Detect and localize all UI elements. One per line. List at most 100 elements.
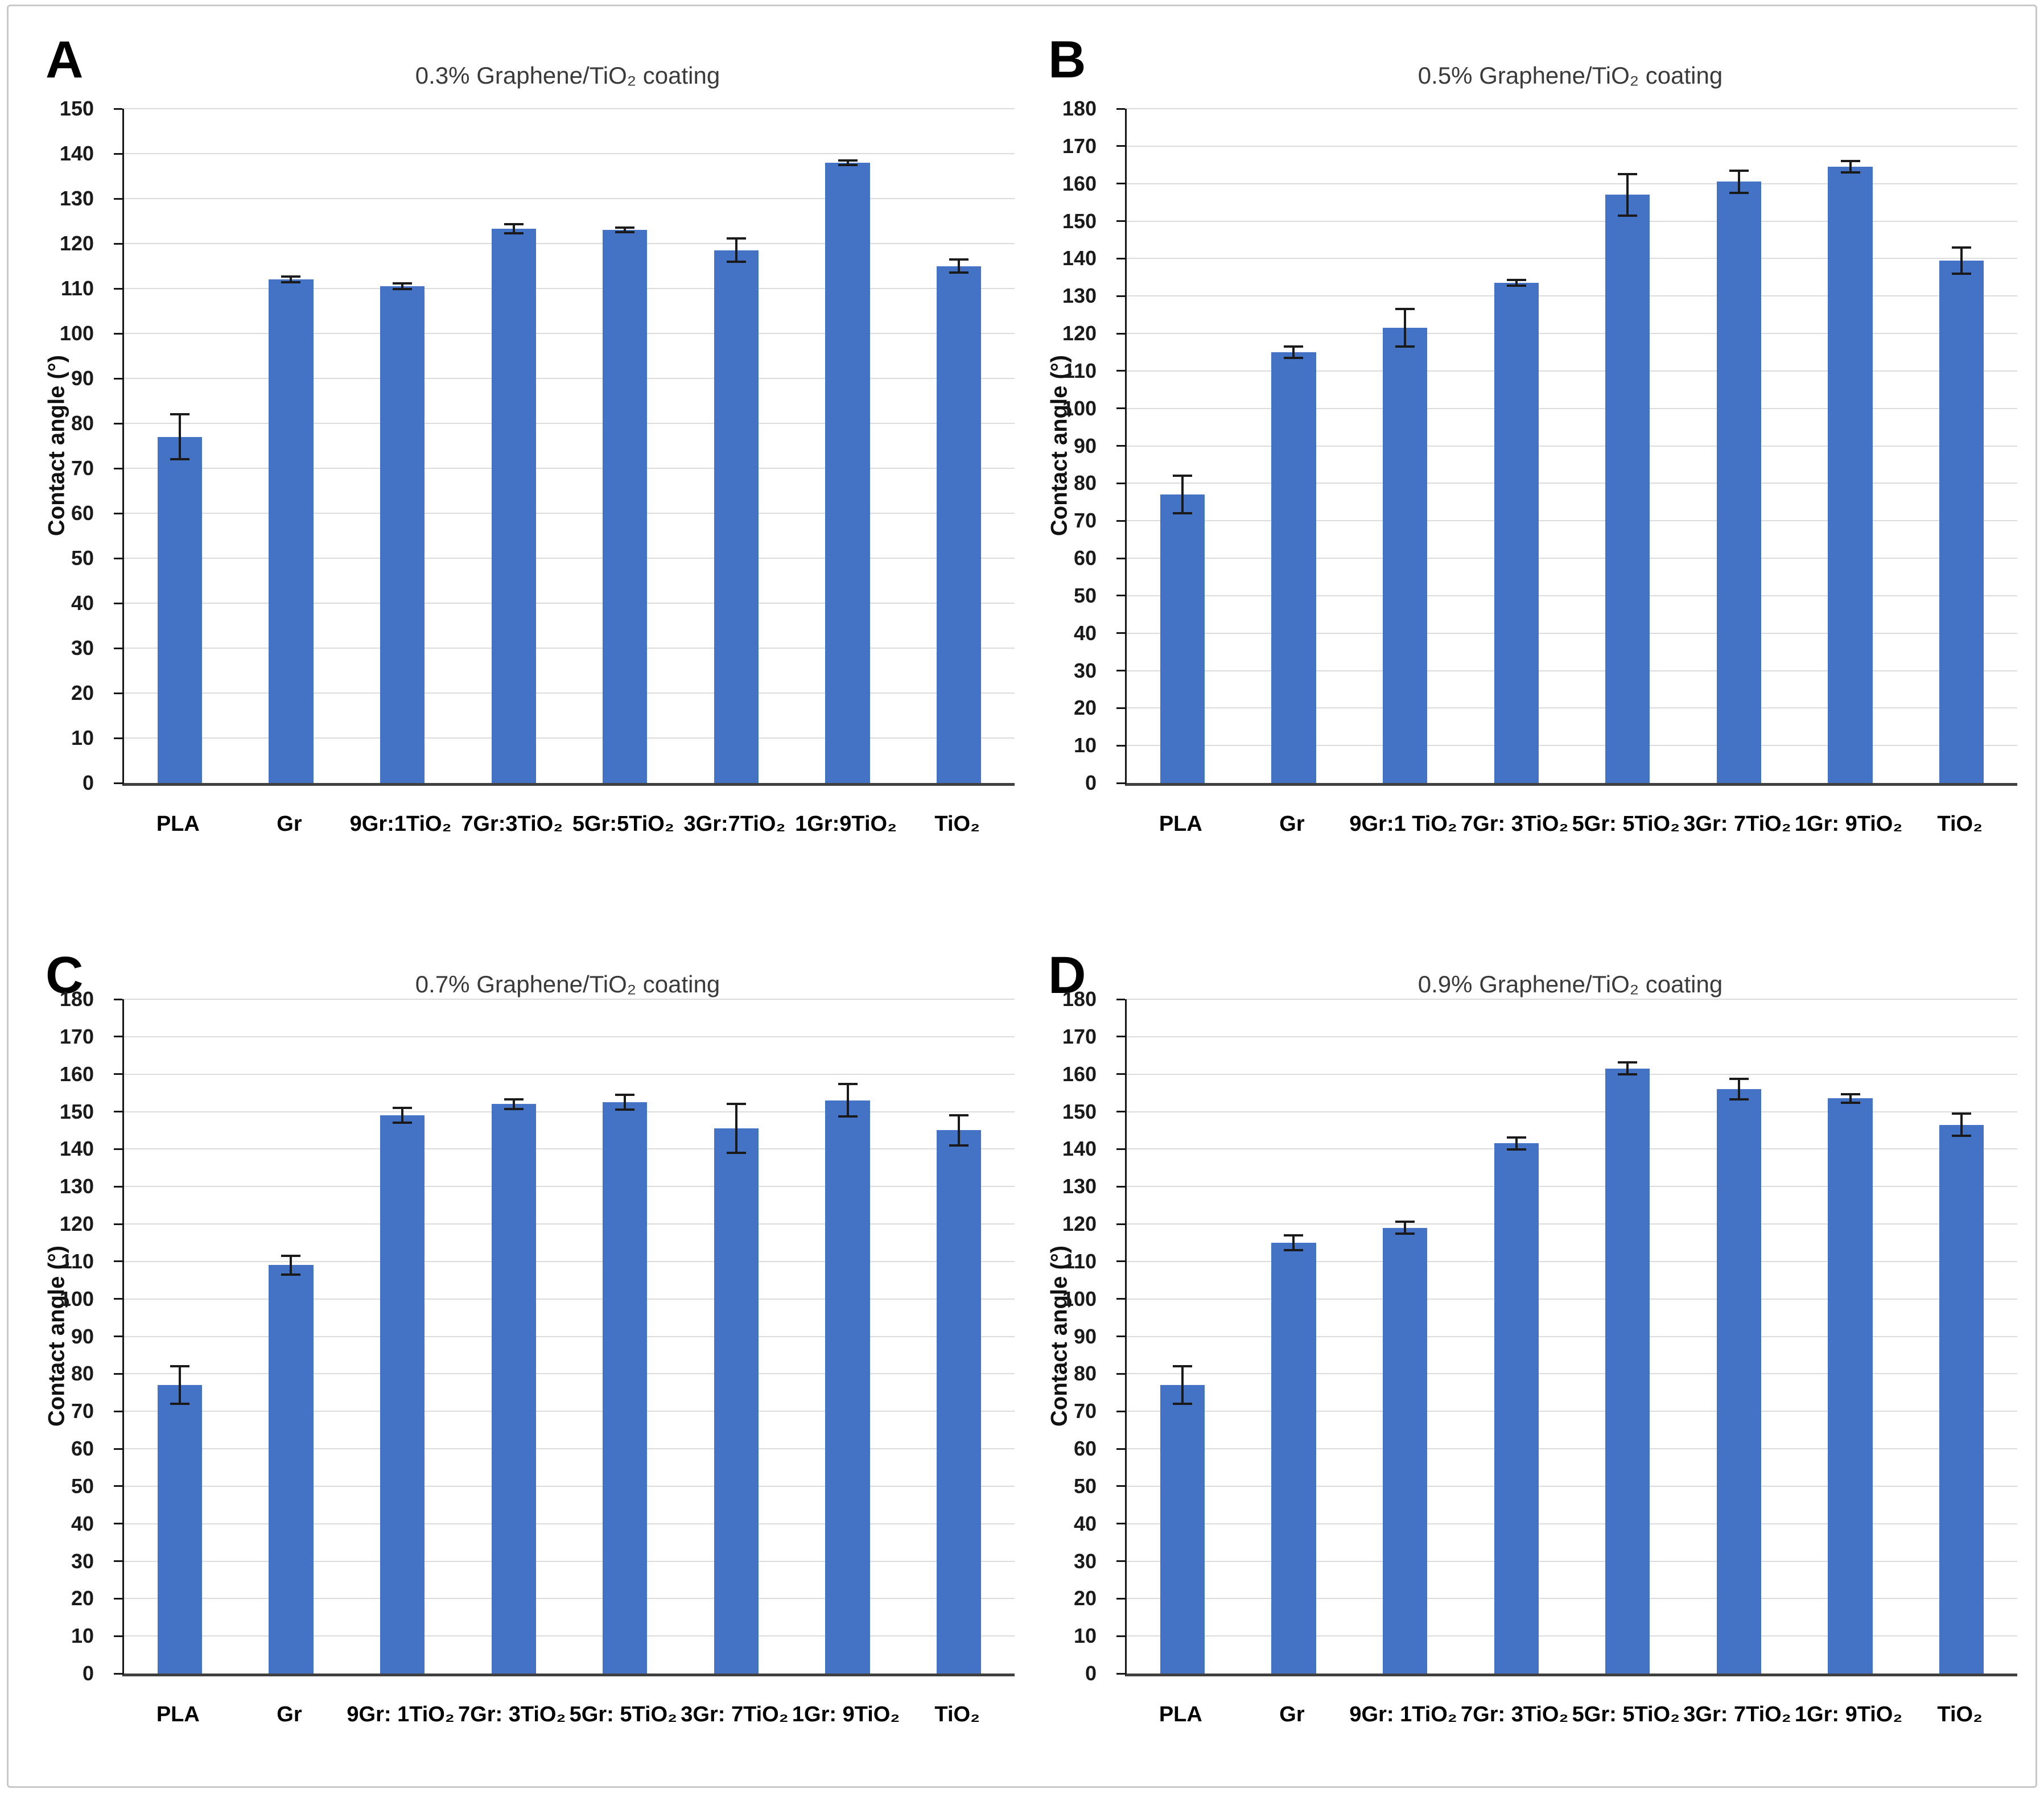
gridline	[124, 1523, 1015, 1524]
y-axis-tick-mark	[114, 332, 122, 335]
error-bar	[1404, 1222, 1407, 1234]
y-axis-tick-mark	[1116, 670, 1125, 671]
error-bar	[401, 1107, 404, 1123]
x-category-label: Gr	[1279, 812, 1305, 836]
gridline	[1127, 558, 2017, 559]
y-axis-tick-mark	[114, 1336, 122, 1337]
plot-area	[114, 998, 1015, 1676]
bar	[1939, 260, 1984, 783]
gridline	[1127, 407, 2017, 409]
panel-d: D 0.9% Graphene/TiO₂ coating Contact ang…	[1028, 914, 2027, 1793]
bar	[1382, 328, 1428, 783]
x-category-label: 3Gr: 7TiO₂	[1683, 812, 1791, 836]
panel-a: A 0.3% Graphene/TiO₂ coating Contact ang…	[26, 23, 1024, 902]
gridline	[124, 603, 1015, 604]
gridline	[124, 198, 1015, 199]
gridline	[124, 558, 1015, 559]
y-tick-label: 30	[71, 636, 94, 660]
error-bar	[1515, 279, 1518, 286]
gridline	[124, 1298, 1015, 1300]
gridline	[1127, 333, 2017, 334]
error-bar-cap-bottom	[1172, 512, 1192, 514]
y-axis-tick-mark	[1116, 1148, 1125, 1150]
gridline	[124, 1635, 1015, 1637]
y-tick-label: 30	[1073, 1549, 1097, 1573]
y-axis-tick-mark	[114, 1597, 122, 1600]
y-tick-label: 70	[1073, 509, 1097, 533]
y-tick-label: 160	[1062, 1062, 1097, 1086]
error-bar-cap-top	[949, 258, 969, 261]
bar	[1494, 283, 1539, 783]
y-tick-label: 180	[59, 987, 94, 1011]
error-bar-cap-bottom	[281, 281, 301, 283]
error-bar-cap-top	[838, 159, 858, 162]
error-bar-cap-bottom	[1840, 1102, 1860, 1104]
error-bar-cap-top	[1172, 475, 1192, 477]
gridline	[1127, 670, 2017, 671]
y-axis-tick-mark	[114, 197, 122, 200]
gridline	[1127, 1635, 2017, 1637]
y-axis-tick-mark	[1116, 1111, 1125, 1112]
y-axis-tick-mark	[1116, 1036, 1125, 1038]
y-axis-tick-mark	[114, 108, 122, 110]
gridline	[124, 1560, 1015, 1562]
y-tick-label: 60	[71, 501, 94, 525]
error-bar	[1960, 247, 1963, 274]
error-bar-cap-top	[1395, 1221, 1415, 1223]
error-bar-cap-top	[726, 237, 746, 240]
x-category-label: 7Gr: 3TiO₂	[1461, 812, 1569, 836]
error-bar-cap-bottom	[1952, 272, 1972, 275]
y-axis-tick-mark	[1116, 1410, 1125, 1412]
plot-area	[114, 108, 1015, 786]
error-bar-cap-top	[615, 226, 635, 229]
gridline	[1127, 1411, 2017, 1412]
gridline	[1127, 183, 2017, 184]
y-axis-tick-mark	[1116, 1185, 1125, 1188]
y-tick-label: 60	[1073, 1437, 1097, 1460]
gridline	[1127, 370, 2017, 372]
y-tick-label: 80	[1073, 471, 1097, 495]
y-axis-tick-mark	[114, 1185, 122, 1188]
y-axis-tick-mark	[114, 647, 122, 649]
error-bar-cap-top	[949, 1114, 969, 1117]
x-category-label: 3Gr:7TiO₂	[683, 812, 786, 836]
gridline	[1127, 520, 2017, 522]
gridline	[124, 1073, 1015, 1075]
y-tick-label: 0	[1085, 771, 1097, 794]
y-tick-label: 120	[1062, 321, 1097, 345]
y-tick-label: 120	[59, 232, 94, 255]
error-bar	[178, 414, 181, 460]
gridline	[124, 468, 1015, 469]
y-tick-label: 10	[1073, 1624, 1097, 1648]
error-bar-cap-top	[504, 1098, 524, 1100]
y-tick-label: 150	[59, 1099, 94, 1123]
y-tick-label: 0	[82, 771, 94, 794]
x-axis-labels: PLA Gr 9Gr: 1TiO₂ 7Gr: 3TiO₂ 5Gr: 5TiO₂ 3Gr: …	[1125, 1692, 2016, 1743]
y-tick-label: 120	[1062, 1212, 1097, 1235]
x-category-label: 5Gr:5TiO₂	[572, 812, 674, 836]
y-axis-tick-mark	[1116, 145, 1125, 147]
gridline	[1127, 1336, 2017, 1337]
y-axis-tick-mark	[1116, 257, 1125, 259]
y-axis-tick-mark	[114, 1448, 122, 1450]
gridline	[124, 1485, 1015, 1487]
y-tick-label: 170	[1062, 1024, 1097, 1048]
y-axis-tick-mark	[1116, 1298, 1125, 1300]
bar	[714, 1128, 759, 1674]
error-bar-cap-top	[1172, 1365, 1192, 1368]
y-axis-tick-mark	[1116, 1560, 1125, 1562]
bar	[603, 230, 648, 783]
gridline	[1127, 1448, 2017, 1449]
y-tick-label: 120	[59, 1212, 94, 1235]
gridline	[124, 1411, 1015, 1412]
error-bar-cap-bottom	[726, 261, 746, 263]
y-axis-tick-mark	[114, 557, 122, 559]
error-bar-cap-top	[726, 1103, 746, 1106]
y-axis-tick-mark	[1116, 1597, 1125, 1600]
y-tick-label: 100	[1062, 1287, 1097, 1310]
error-bar-cap-bottom	[615, 1108, 635, 1111]
error-bar-cap-top	[281, 275, 301, 278]
gridline	[1127, 220, 2017, 222]
bar	[1494, 1143, 1539, 1674]
x-category-label: 5Gr: 5TiO₂	[569, 1703, 677, 1726]
